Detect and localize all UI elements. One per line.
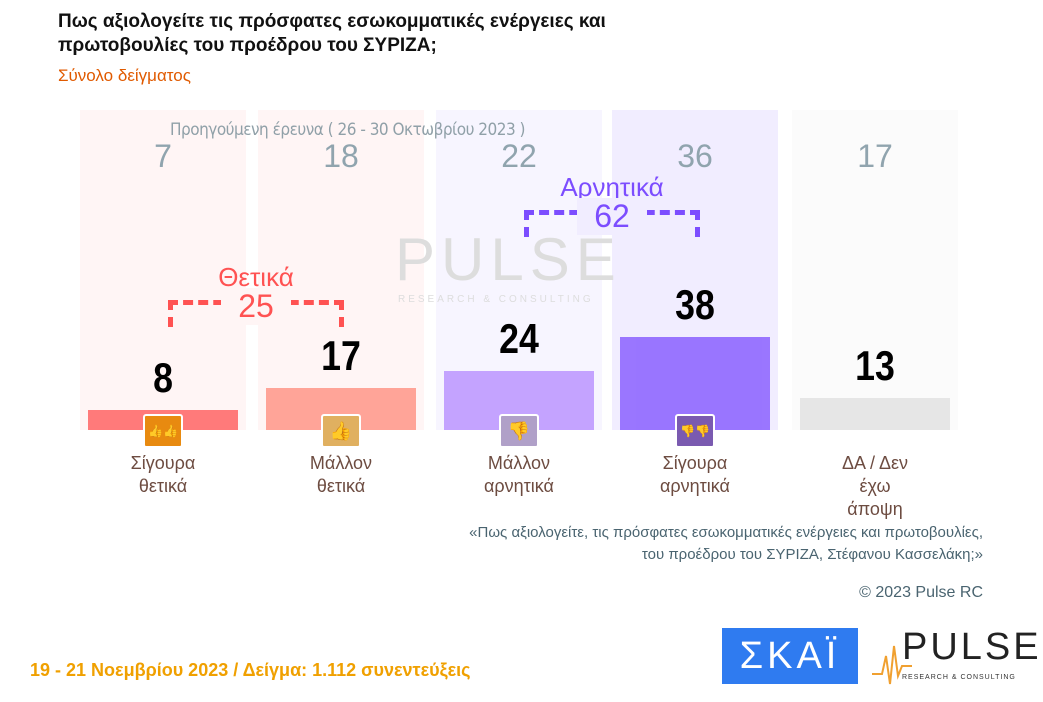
thumbs-up-icon: 👍 bbox=[321, 414, 361, 448]
question-quote: «Πως αξιολογείτε, τις πρόσφατες εσωκομμα… bbox=[469, 522, 983, 566]
group-total: 62 bbox=[577, 198, 647, 235]
double-thumbs-up-icon: 👍👍 bbox=[143, 414, 183, 448]
copyright: © 2023 Pulse RC bbox=[859, 584, 983, 601]
group-total: 25 bbox=[221, 288, 291, 325]
skai-logo: ΣΚΑΪ bbox=[722, 628, 858, 684]
bar-value-label: 13 bbox=[855, 342, 895, 390]
pulse-logo-text: PULSE bbox=[902, 626, 1042, 668]
bar-value-label: 38 bbox=[675, 280, 715, 328]
category-label: Σίγουρα θετικά bbox=[130, 453, 196, 496]
category-label: Μάλλον αρνητικά bbox=[484, 453, 554, 496]
bar-value-label: 17 bbox=[321, 332, 361, 380]
group-label: Θετικά bbox=[218, 262, 294, 292]
pulse-logo: PULSE RESEARCH & CONSULTING bbox=[872, 626, 1039, 686]
previous-value: 36 bbox=[677, 138, 713, 174]
pulse-watermark-sub: RESEARCH & CONSULTING bbox=[398, 294, 594, 305]
category-label: ΔΑ / Δεν έχω άποψη bbox=[841, 453, 909, 519]
group-label: Αρνητικά bbox=[560, 172, 664, 202]
quote-line-2: του προέδρου του ΣΥΡΙΖΑ, Στέφανου Κασσελ… bbox=[641, 546, 983, 563]
previous-survey-label: Προηγούμενη έρευνα ( 26 - 30 Οκτωβρίου 2… bbox=[170, 120, 526, 140]
pulse-wave-icon bbox=[872, 645, 912, 685]
column-background bbox=[792, 110, 958, 430]
column-background bbox=[258, 110, 424, 430]
double-thumbs-down-icon: 👎👎 bbox=[675, 414, 715, 448]
previous-value: 17 bbox=[857, 138, 893, 174]
category-label: Σίγουρα αρνητικά bbox=[660, 453, 730, 496]
bar bbox=[800, 398, 950, 430]
quote-line-1: «Πως αξιολογείτε, τις πρόσφατες εσωκομμα… bbox=[469, 524, 983, 541]
survey-footer: 19 - 21 Νοεμβρίου 2023 / Δείγμα: 1.112 σ… bbox=[30, 660, 471, 680]
bar-value-label: 8 bbox=[153, 354, 173, 402]
pulse-logo-sub: RESEARCH & CONSULTING bbox=[902, 674, 1016, 681]
pulse-watermark: PULSE bbox=[395, 226, 622, 293]
previous-value: 18 bbox=[323, 138, 359, 174]
chart-title: Πως αξιολογείτε τις πρόσφατες εσωκομματι… bbox=[58, 11, 606, 56]
previous-value: 22 bbox=[501, 138, 537, 174]
column-background bbox=[80, 110, 246, 430]
bar-value-label: 24 bbox=[499, 315, 539, 363]
chart-subtitle: Σύνολο δείγματος bbox=[58, 66, 191, 85]
thumbs-down-icon: 👎 bbox=[499, 414, 539, 448]
previous-value: 7 bbox=[154, 138, 172, 174]
category-label: Μάλλον θετικά bbox=[309, 453, 373, 496]
